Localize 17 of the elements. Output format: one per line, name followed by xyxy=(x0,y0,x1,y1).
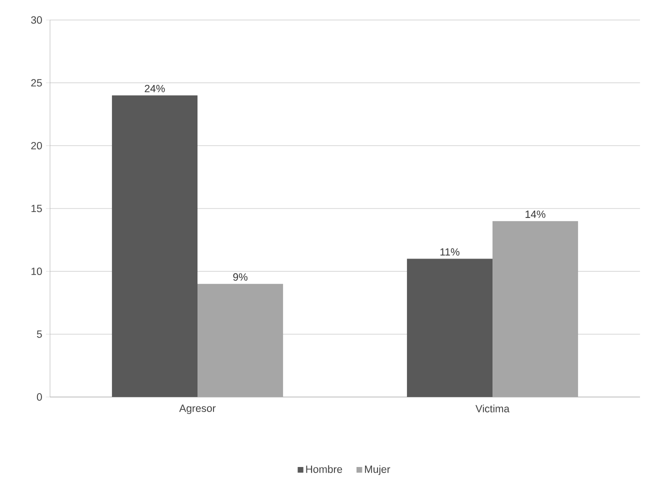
bar xyxy=(112,95,198,397)
x-tick-label: Agresor xyxy=(179,404,216,414)
legend-label: Hombre xyxy=(306,465,342,473)
data-label: 11% xyxy=(440,248,460,256)
y-tick-label: 5 xyxy=(36,330,42,338)
data-label: 14% xyxy=(526,210,546,218)
legend-label: Mujer xyxy=(365,465,390,476)
y-tick-label: 25 xyxy=(31,79,42,87)
bar xyxy=(406,258,493,397)
data-label: 9% xyxy=(233,273,248,281)
y-tick-label: 10 xyxy=(31,268,42,276)
y-tick-label: 20 xyxy=(31,142,42,150)
y-tick-label: 0 xyxy=(36,393,42,401)
data-label: 24% xyxy=(144,84,165,92)
y-tick-label: 30 xyxy=(31,16,42,24)
y-tick-label: 15 xyxy=(31,204,42,212)
x-tick-label: Victima xyxy=(476,404,510,412)
